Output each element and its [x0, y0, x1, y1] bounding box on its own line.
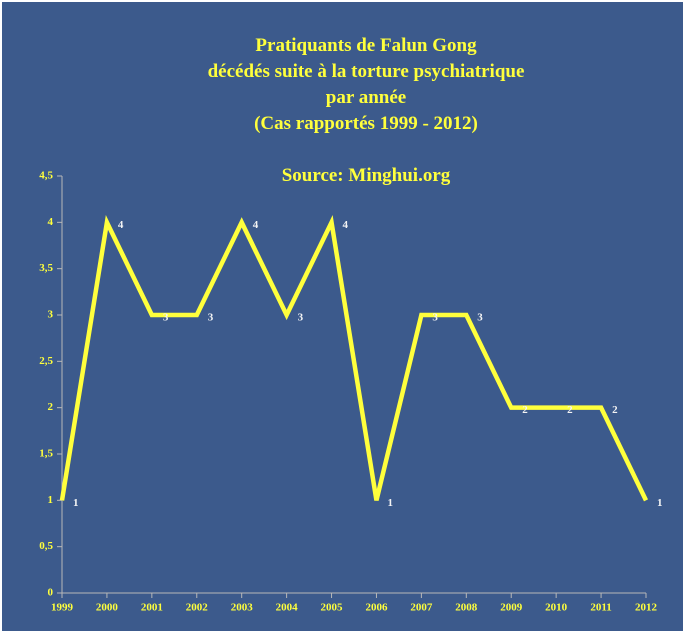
- x-tick-label: 2001: [141, 602, 163, 614]
- data-label: 1: [73, 497, 79, 509]
- x-tick-label: 2009: [500, 602, 523, 614]
- y-tick-label: 2: [48, 401, 54, 413]
- y-tick-label: 3,5: [39, 262, 53, 274]
- y-tick-label: 4: [48, 216, 54, 228]
- chart-title: Pratiquants de Falun Gong: [255, 35, 477, 56]
- data-label: 4: [343, 219, 349, 231]
- x-tick-label: 2003: [231, 602, 254, 614]
- y-tick-label: 0,5: [39, 540, 53, 552]
- data-line: [59, 214, 649, 502]
- data-label: 4: [118, 219, 124, 231]
- x-tick-label: 2004: [276, 602, 299, 614]
- y-tick-label: 3: [48, 309, 54, 321]
- data-label: 4: [253, 219, 259, 231]
- data-label: 1: [657, 497, 663, 509]
- x-tick-label: 2010: [545, 602, 568, 614]
- y-tick-label: 4,5: [39, 170, 53, 182]
- chart-subtitle: Source: Minghui.org: [282, 165, 451, 186]
- x-tick-label: 2011: [590, 602, 611, 614]
- data-label: 1: [387, 497, 393, 509]
- x-tick-label: 2005: [321, 602, 344, 614]
- data-label: 3: [477, 312, 483, 324]
- y-tick-label: 1,5: [39, 448, 53, 460]
- chart-title: décédés suite à la torture psychiatrique: [208, 61, 525, 82]
- data-label: 3: [298, 312, 304, 324]
- x-tick-label: 2012: [635, 602, 658, 614]
- x-tick-label: 2008: [455, 602, 478, 614]
- data-label: 3: [208, 312, 214, 324]
- x-tick-label: 2002: [186, 602, 209, 614]
- y-tick-label: 0: [48, 587, 54, 599]
- data-label: 3: [432, 312, 438, 324]
- x-tick-label: 2007: [410, 602, 433, 614]
- y-tick-label: 1: [48, 494, 54, 506]
- chart-title: par année: [326, 87, 406, 108]
- x-tick-label: 2006: [365, 602, 388, 614]
- x-tick-label: 2000: [96, 602, 119, 614]
- chart-title: (Cas rapportés 1999 - 2012): [254, 113, 478, 134]
- data-label: 2: [567, 404, 573, 416]
- data-label: 3: [163, 312, 169, 324]
- data-label: 2: [612, 404, 618, 416]
- data-label: 2: [522, 404, 528, 416]
- x-tick-label: 1999: [51, 602, 74, 614]
- y-tick-label: 2,5: [39, 355, 53, 367]
